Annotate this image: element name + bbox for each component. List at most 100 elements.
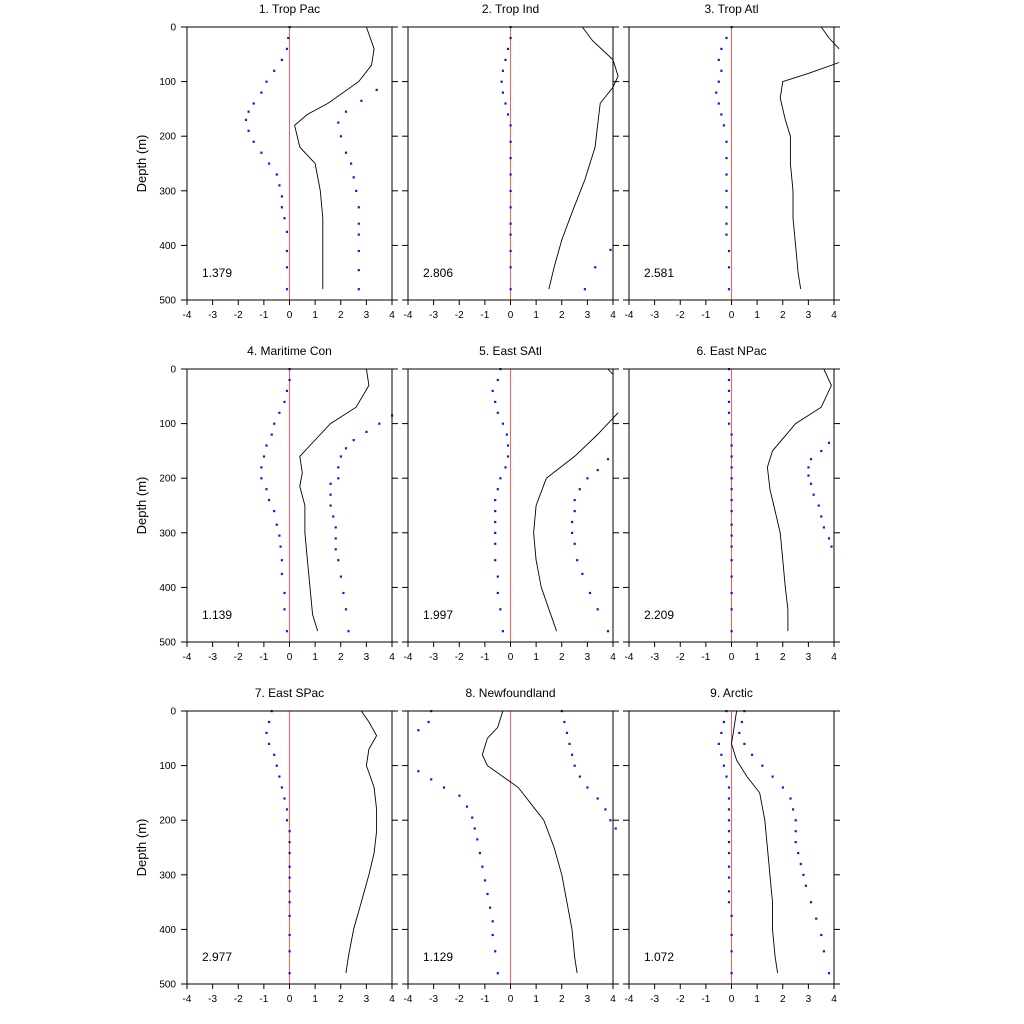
data-point xyxy=(280,58,283,61)
data-point xyxy=(285,819,289,822)
x-tick-label: 2 xyxy=(559,652,565,663)
data-point xyxy=(494,510,497,513)
data-point xyxy=(504,102,507,105)
data-point xyxy=(730,575,733,578)
data-point xyxy=(329,504,332,507)
data-point xyxy=(730,950,733,953)
data-point xyxy=(509,266,512,269)
data-point xyxy=(337,121,340,124)
x-tick-label: 1 xyxy=(312,310,318,321)
data-point xyxy=(268,720,271,724)
data-point xyxy=(573,499,576,502)
data-point xyxy=(287,36,290,40)
data-point xyxy=(280,559,283,562)
data-point xyxy=(504,466,507,469)
x-tick-label: -4 xyxy=(404,994,413,1005)
data-point xyxy=(573,542,576,545)
data-point xyxy=(285,47,289,50)
series-line xyxy=(731,710,779,974)
x-tick-label: 4 xyxy=(831,310,837,321)
data-point xyxy=(494,559,497,562)
data-point xyxy=(727,797,731,800)
data-point xyxy=(283,608,286,611)
y-tick-label: 200 xyxy=(159,816,176,827)
data-point xyxy=(355,189,358,192)
x-tick-label: -3 xyxy=(429,652,438,663)
x-tick-label: -2 xyxy=(234,652,243,663)
data-point xyxy=(375,88,378,91)
data-point xyxy=(727,901,731,904)
data-point xyxy=(357,222,360,225)
data-point xyxy=(357,269,360,272)
data-point xyxy=(730,914,733,917)
x-tick-label: -3 xyxy=(208,310,217,321)
data-point xyxy=(357,206,360,209)
data-point xyxy=(347,630,350,633)
data-point xyxy=(717,58,720,61)
y-tick-label: 300 xyxy=(159,528,176,539)
data-point xyxy=(576,559,579,562)
data-point xyxy=(494,499,497,502)
x-tick-label: 4 xyxy=(831,994,837,1005)
panel-value-label: 1.997 xyxy=(423,608,453,622)
data-point xyxy=(717,80,720,83)
data-point xyxy=(337,477,340,480)
data-point xyxy=(494,950,497,953)
data-point xyxy=(260,477,263,480)
panel-6: 6. East NPac -4 -3 -2 -1 0 1 2 3 4 2.209 xyxy=(623,344,840,663)
data-point xyxy=(720,47,723,50)
x-tick-label: 2 xyxy=(780,994,786,1005)
data-point xyxy=(501,69,504,72)
data-point xyxy=(789,797,792,800)
data-point xyxy=(252,102,255,105)
data-point xyxy=(339,575,342,578)
data-point xyxy=(280,206,283,209)
data-point xyxy=(509,157,512,160)
data-point xyxy=(715,91,718,94)
data-point xyxy=(722,764,725,767)
data-point xyxy=(417,770,420,773)
data-point xyxy=(486,892,489,896)
data-point xyxy=(288,950,291,953)
x-tick-label: -2 xyxy=(234,310,243,321)
data-point xyxy=(809,458,813,461)
data-point xyxy=(827,537,831,540)
y-tick-label: 100 xyxy=(159,761,176,772)
data-point xyxy=(573,764,576,767)
data-point xyxy=(730,455,733,458)
data-point xyxy=(288,901,291,904)
data-point xyxy=(727,389,731,392)
data-point xyxy=(792,808,795,811)
data-point xyxy=(337,559,340,562)
y-tick-label: 400 xyxy=(159,241,176,252)
y-tick-label: 400 xyxy=(159,925,176,936)
data-point xyxy=(571,753,574,756)
data-point xyxy=(352,176,355,179)
data-point xyxy=(288,852,291,855)
panel-title: 2. Trop Ind xyxy=(482,2,539,16)
data-point xyxy=(794,830,797,833)
data-point xyxy=(730,972,733,975)
x-tick-label: 2 xyxy=(338,310,344,321)
data-point xyxy=(339,135,342,138)
x-tick-label: 4 xyxy=(389,994,395,1005)
data-point xyxy=(365,430,368,433)
data-point xyxy=(573,510,576,513)
y-tick-label: 0 xyxy=(170,707,176,718)
data-point xyxy=(285,808,289,811)
data-point xyxy=(609,248,612,251)
data-point xyxy=(496,972,499,975)
data-point xyxy=(506,47,510,50)
data-point xyxy=(727,808,731,811)
data-point xyxy=(727,249,731,253)
panel-title: 4. Maritime Con xyxy=(247,344,332,358)
data-point xyxy=(288,378,291,382)
series-line xyxy=(607,368,614,375)
data-point xyxy=(596,469,599,472)
data-point xyxy=(509,249,512,253)
data-point xyxy=(357,288,360,291)
data-point xyxy=(563,720,566,724)
data-point xyxy=(288,841,291,844)
x-tick-label: -3 xyxy=(429,994,438,1005)
data-point xyxy=(727,378,731,382)
